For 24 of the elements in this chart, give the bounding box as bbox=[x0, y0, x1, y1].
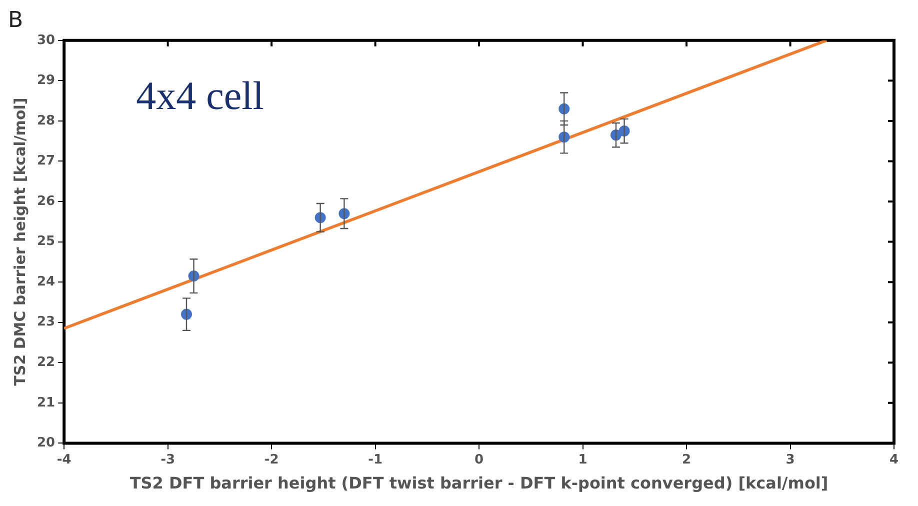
y-tick-label: 23 bbox=[36, 314, 56, 330]
y-tick-label: 20 bbox=[36, 436, 56, 451]
x-tick-label: 0 bbox=[474, 452, 484, 468]
y-tick-label: 29 bbox=[36, 73, 56, 88]
y-tick-label: 24 bbox=[36, 274, 56, 290]
x-tick-label: 2 bbox=[682, 452, 692, 468]
y-tick-label: 25 bbox=[36, 234, 56, 250]
y-tick-label: 26 bbox=[36, 194, 56, 209]
y-tick-label: 28 bbox=[36, 113, 56, 128]
x-tick-label: 4 bbox=[889, 452, 899, 468]
x-tick-label: -4 bbox=[56, 452, 72, 468]
y-tick-label: 22 bbox=[36, 355, 56, 370]
x-tick-label: -3 bbox=[160, 452, 176, 468]
y-tick-label: 27 bbox=[36, 154, 56, 169]
y-tick-label: 21 bbox=[36, 395, 56, 410]
y-tick-label: 30 bbox=[36, 32, 56, 48]
x-tick-label: -2 bbox=[264, 452, 279, 468]
y-axis-title: TS2 DMC barrier height [kcal/mol] bbox=[10, 98, 29, 386]
x-tick-label: -1 bbox=[368, 452, 383, 468]
annotation: 4x4 cell bbox=[136, 72, 264, 118]
x-tick-label: 3 bbox=[786, 452, 795, 468]
chart-title: B bbox=[8, 8, 24, 33]
x-axis-title: TS2 DFT barrier height (DFT twist barrier - DFT k-point converged) [kcal/mol] bbox=[130, 474, 828, 493]
x-tick-label: 1 bbox=[578, 452, 588, 468]
